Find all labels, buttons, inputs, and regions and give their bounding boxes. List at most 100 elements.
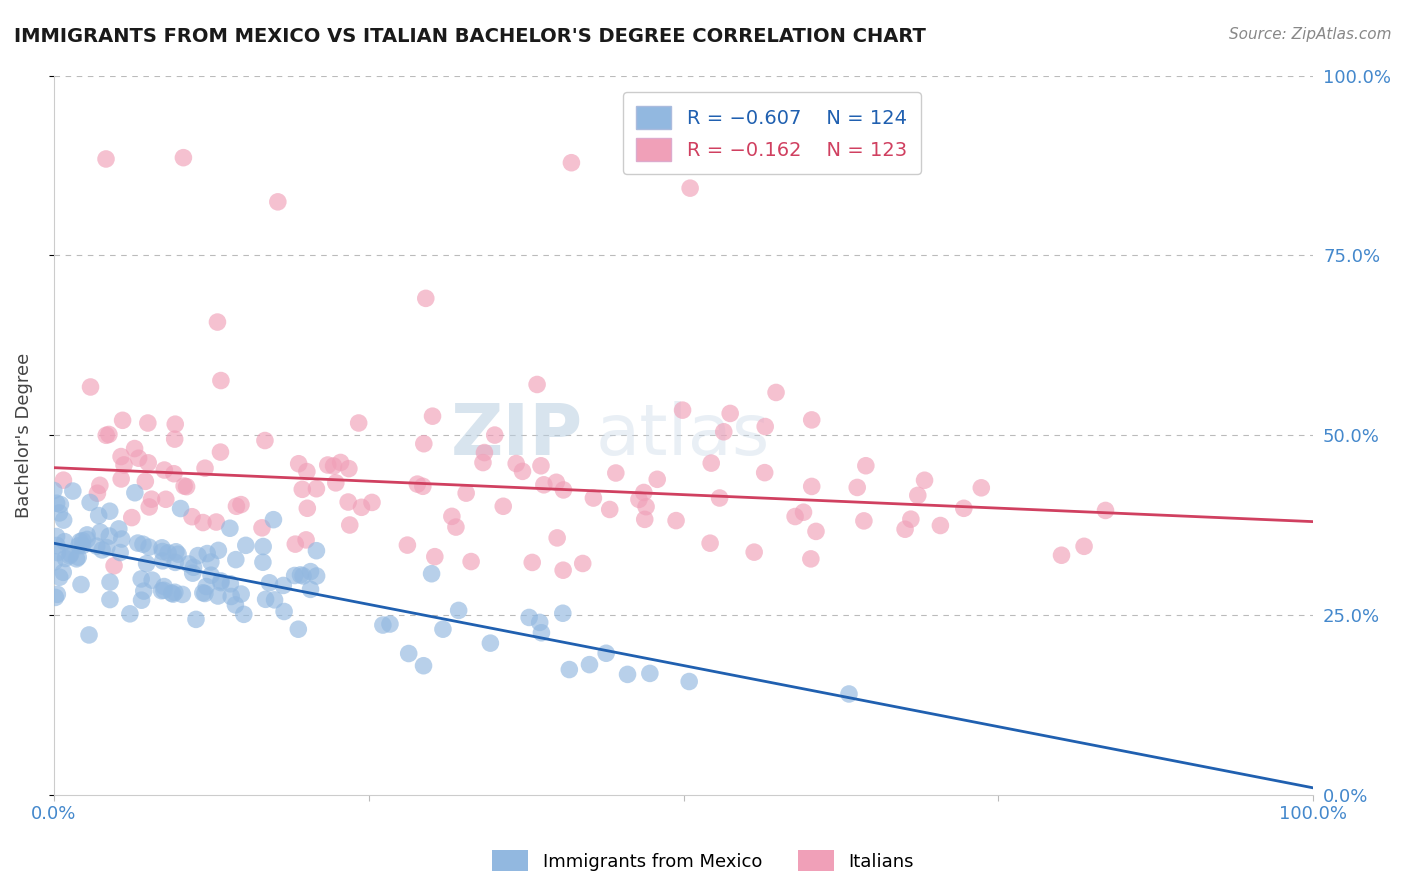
Point xyxy=(444,520,467,534)
Point xyxy=(141,492,163,507)
Point xyxy=(551,606,574,620)
Point xyxy=(184,612,207,626)
Point xyxy=(181,509,204,524)
Point xyxy=(432,622,454,636)
Point xyxy=(546,475,568,490)
Point xyxy=(173,479,195,493)
Point xyxy=(52,513,75,527)
Point xyxy=(165,417,187,432)
Point xyxy=(177,557,200,571)
Point xyxy=(121,510,143,524)
Point xyxy=(679,181,702,195)
Point xyxy=(232,607,254,622)
Point xyxy=(110,450,132,464)
Text: ZIP: ZIP xyxy=(450,401,583,470)
Point xyxy=(440,509,463,524)
Point xyxy=(347,416,370,430)
Point xyxy=(124,485,146,500)
Point xyxy=(253,434,276,448)
Point xyxy=(460,555,482,569)
Point xyxy=(846,480,869,494)
Point xyxy=(295,533,318,547)
Point xyxy=(160,586,183,600)
Point xyxy=(305,569,328,583)
Point xyxy=(72,539,94,553)
Point xyxy=(124,442,146,456)
Point xyxy=(599,502,621,516)
Point xyxy=(59,549,82,563)
Point xyxy=(94,152,117,166)
Point xyxy=(713,425,735,439)
Text: IMMIGRANTS FROM MEXICO VS ITALIAN BACHELOR'S DEGREE CORRELATION CHART: IMMIGRANTS FROM MEXICO VS ITALIAN BACHEL… xyxy=(14,27,927,45)
Point xyxy=(219,521,242,535)
Point xyxy=(108,522,131,536)
Point xyxy=(98,504,121,518)
Point xyxy=(553,563,575,577)
Point xyxy=(718,406,741,420)
Point xyxy=(155,492,177,507)
Point xyxy=(132,537,155,551)
Legend: Immigrants from Mexico, Italians: Immigrants from Mexico, Italians xyxy=(485,843,921,879)
Point xyxy=(337,495,360,509)
Point xyxy=(129,572,152,586)
Point xyxy=(42,483,65,498)
Point xyxy=(96,428,118,442)
Point xyxy=(378,617,401,632)
Point xyxy=(207,315,229,329)
Point xyxy=(1050,548,1073,562)
Point xyxy=(305,543,328,558)
Point xyxy=(70,577,93,591)
Point xyxy=(291,483,314,497)
Point xyxy=(169,501,191,516)
Point xyxy=(45,539,67,553)
Point xyxy=(195,579,218,593)
Point xyxy=(153,463,176,477)
Point xyxy=(1094,503,1116,517)
Y-axis label: Bachelor's Degree: Bachelor's Degree xyxy=(15,352,32,518)
Point xyxy=(172,151,194,165)
Point xyxy=(290,568,312,582)
Point xyxy=(371,618,394,632)
Point xyxy=(112,458,135,472)
Point xyxy=(62,484,84,499)
Point xyxy=(152,544,174,558)
Point xyxy=(86,539,108,553)
Point xyxy=(259,575,281,590)
Point xyxy=(329,455,352,469)
Point xyxy=(339,518,361,533)
Point xyxy=(627,492,650,507)
Point xyxy=(582,491,605,505)
Point xyxy=(512,464,534,478)
Point xyxy=(209,574,232,588)
Point xyxy=(553,483,575,497)
Point xyxy=(578,657,600,672)
Point xyxy=(742,545,765,559)
Point xyxy=(65,552,87,566)
Point xyxy=(709,491,731,505)
Point xyxy=(165,555,187,569)
Point xyxy=(76,533,98,547)
Point xyxy=(273,605,295,619)
Point xyxy=(225,552,247,566)
Point xyxy=(46,587,69,601)
Point xyxy=(97,427,120,442)
Point xyxy=(398,647,420,661)
Point xyxy=(231,587,253,601)
Point xyxy=(79,495,101,509)
Text: atlas: atlas xyxy=(595,401,769,470)
Point xyxy=(678,674,700,689)
Point xyxy=(838,687,860,701)
Point xyxy=(665,514,688,528)
Point xyxy=(138,500,160,514)
Point xyxy=(207,589,229,603)
Point xyxy=(316,458,339,472)
Point xyxy=(423,549,446,564)
Point xyxy=(89,525,111,540)
Point xyxy=(45,529,67,543)
Point xyxy=(754,419,776,434)
Point xyxy=(422,409,444,424)
Point xyxy=(970,481,993,495)
Point xyxy=(235,538,257,552)
Point xyxy=(250,521,273,535)
Point xyxy=(209,575,232,590)
